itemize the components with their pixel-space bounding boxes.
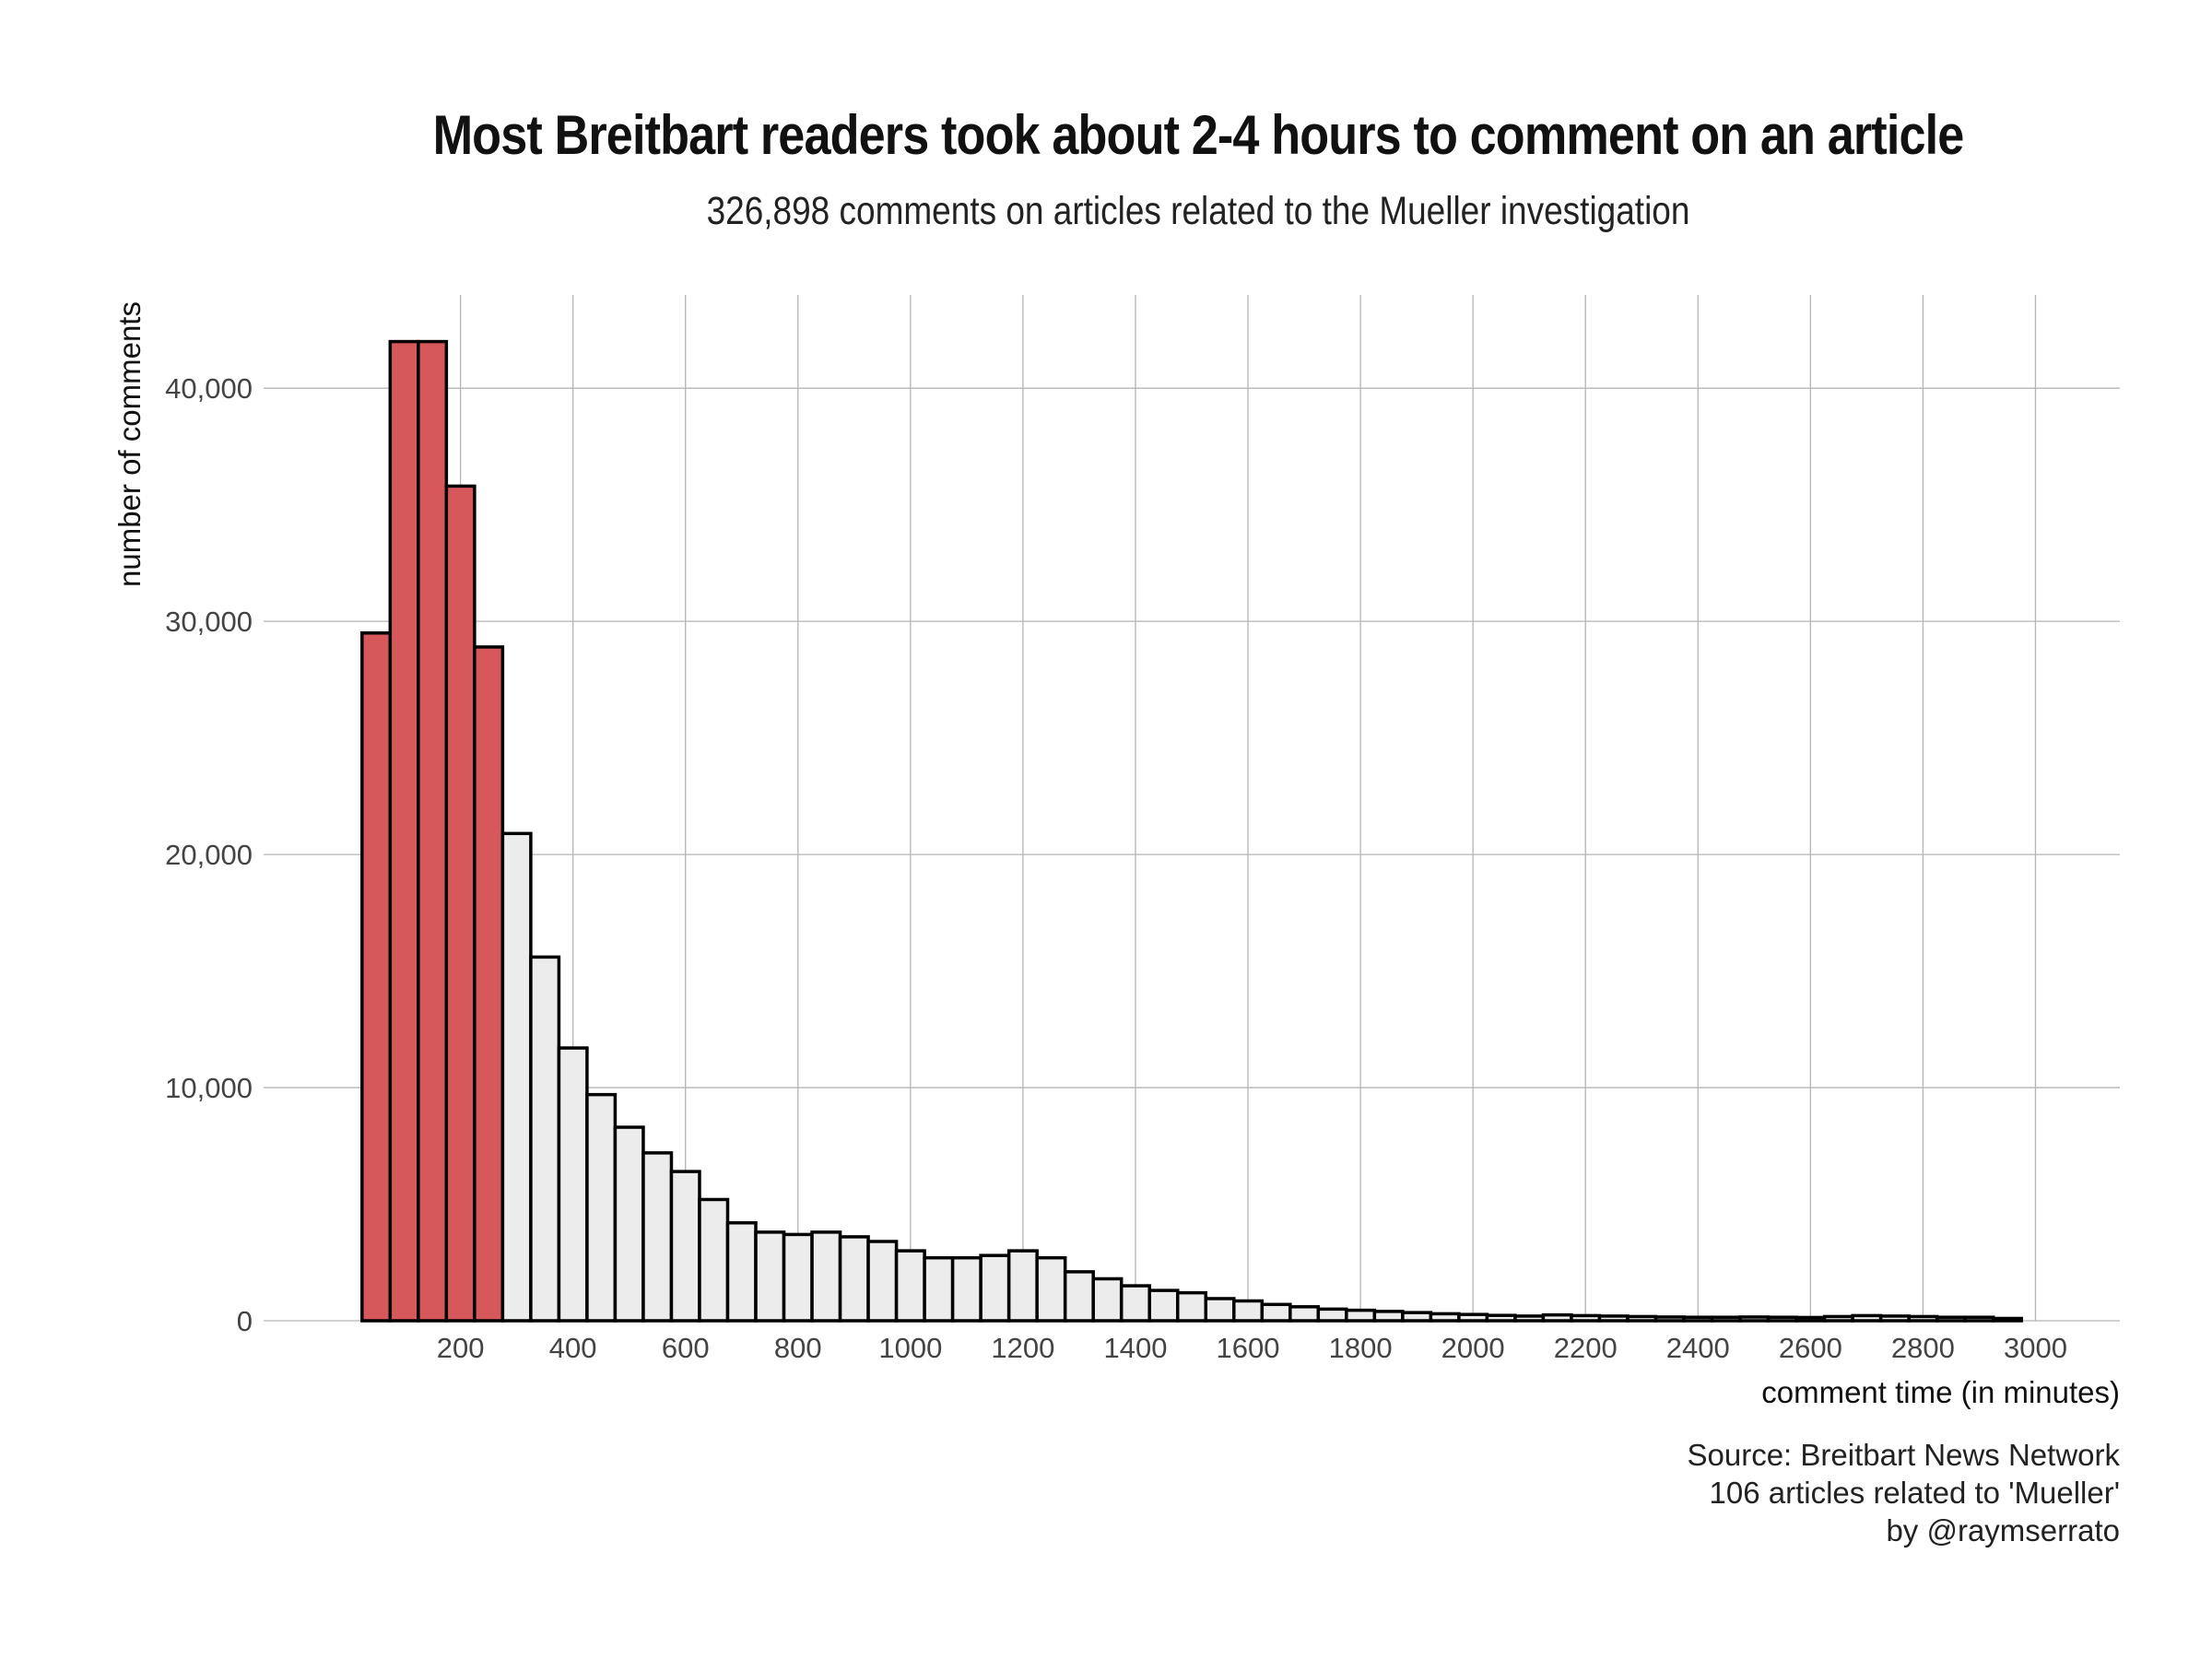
x-tick-label: 2400 [1666,1332,1730,1364]
histogram-bar [1656,1317,1685,1321]
histogram-bar [953,1258,982,1321]
histogram-bar [728,1223,757,1321]
highlighted-bar [390,342,418,1321]
histogram-bar [1796,1317,1825,1321]
histogram-bar [1965,1317,1994,1321]
y-tick-label: 20,000 [165,839,253,871]
histogram-bar [1149,1290,1178,1321]
histogram-bar [1825,1316,1853,1321]
highlighted-bar [362,633,391,1321]
x-tick-label: 1400 [1103,1332,1167,1364]
histogram-bar [1712,1317,1741,1321]
histogram-bar [1037,1258,1065,1321]
histogram-bar [1853,1315,1881,1321]
histogram-bar [1543,1315,1571,1321]
histogram-bar [1206,1299,1234,1321]
histogram-bar [671,1171,700,1321]
histogram-bar [615,1127,643,1321]
x-tick-label: 2800 [1891,1332,1955,1364]
x-tick-label: 2200 [1554,1332,1618,1364]
histogram-bar [756,1232,784,1321]
histogram-bar [841,1237,869,1321]
caption-source: Source: Breitbart News Network [1688,1436,2121,1474]
histogram-bar [1628,1316,1656,1321]
histogram-bar [1487,1315,1515,1321]
histogram-bar [1262,1304,1290,1321]
histogram-bar [1093,1278,1122,1321]
histogram-bar [812,1232,841,1321]
histogram-bar [587,1095,616,1321]
histogram-bar [1769,1317,1797,1321]
histogram-bar [1065,1272,1094,1321]
histogram-bar [1009,1251,1038,1321]
histogram-bar [1881,1316,1910,1321]
histogram-bar [1347,1311,1375,1321]
x-tick-label: 1800 [1329,1332,1393,1364]
x-tick-label: 400 [549,1332,597,1364]
histogram-bar [924,1258,953,1321]
histogram-bar [1374,1312,1403,1321]
y-tick-label: 30,000 [165,606,253,638]
histogram-bar [1740,1317,1769,1321]
histogram-bar [784,1234,813,1321]
histogram-bar [700,1199,728,1321]
histogram-bar [897,1251,925,1321]
histogram-bar [1571,1315,1600,1321]
histogram-bar [1515,1316,1544,1321]
x-axis-title: comment time (in minutes) [1761,1375,2120,1409]
histogram-bar [1178,1293,1206,1321]
histogram-bar [1599,1316,1628,1321]
x-tick-label: 3000 [2004,1332,2067,1364]
histogram-bar [1459,1314,1488,1321]
histogram-bar [1122,1286,1150,1321]
histogram-bar [1909,1316,1937,1321]
x-tick-label: 1600 [1217,1332,1280,1364]
x-tick-label: 600 [662,1332,710,1364]
histogram-bar [1937,1317,1966,1321]
histogram-bar [643,1153,672,1321]
histogram-bar [1684,1317,1712,1321]
x-tick-label: 800 [774,1332,822,1364]
caption-articles: 106 articles related to 'Mueller' [1688,1474,2121,1512]
histogram-bar [1318,1309,1347,1321]
histogram-bar [1234,1300,1263,1321]
highlighted-bar [418,342,447,1321]
histogram-bar [868,1241,897,1321]
histogram-bar [531,957,559,1321]
histogram-bar [1403,1312,1431,1321]
x-tick-label: 1200 [991,1332,1054,1364]
histogram-bar [1290,1307,1319,1321]
histogram-bar [559,1048,587,1321]
y-tick-label: 10,000 [165,1072,253,1104]
x-tick-label: 1000 [878,1332,942,1364]
x-tick-label: 2600 [1779,1332,1842,1364]
y-tick-label: 0 [237,1305,253,1337]
histogram-bar [981,1255,1009,1321]
caption-author: by @raymserrato [1688,1512,2121,1549]
highlighted-bar [446,486,475,1321]
histogram-bar [1430,1313,1459,1321]
x-tick-label: 200 [437,1332,485,1364]
x-tick-label: 2000 [1441,1332,1505,1364]
histogram-bar [502,833,531,1321]
caption: Source: Breitbart News Network 106 artic… [1688,1436,2121,1549]
y-tick-label: 40,000 [165,372,253,405]
y-axis-title: number of comments [112,301,147,587]
highlighted-bar [475,647,503,1321]
histogram-bars [362,342,2021,1321]
histogram-bar [1994,1318,2022,1321]
